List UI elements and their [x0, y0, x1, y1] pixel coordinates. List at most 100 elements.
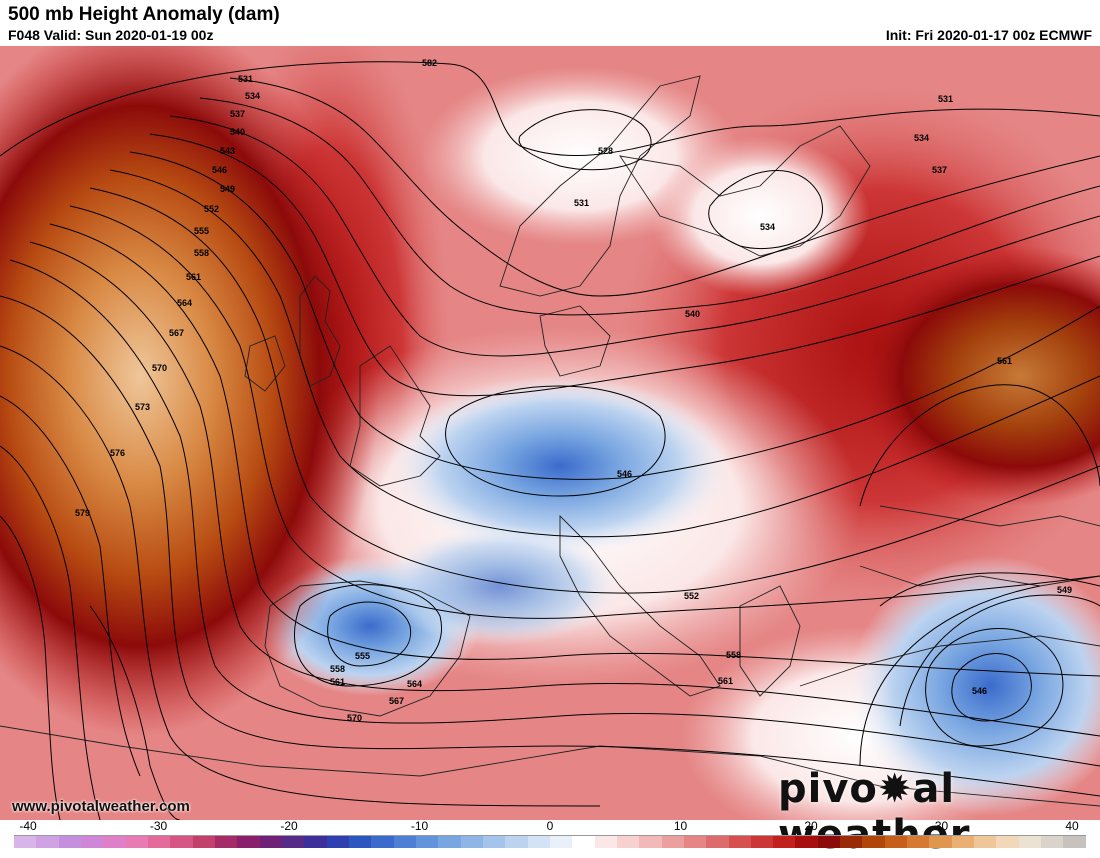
contour-label: 561 [997, 356, 1012, 366]
colorbar-swatch [862, 836, 885, 848]
contour-label: 564 [407, 679, 422, 689]
contour-label: 546 [212, 165, 227, 175]
colorbar-swatch [616, 836, 640, 848]
colorbar-swatch [639, 836, 662, 848]
colorbar-swatch [683, 836, 707, 848]
map-title: 500 mb Height Anomaly (dam) [8, 4, 280, 25]
colorbar-swatch [348, 836, 372, 848]
coastlines [0, 75, 1100, 807]
contour-label: 561 [718, 676, 733, 686]
contour-label: 546 [972, 686, 987, 696]
colorbar-swatch [884, 836, 908, 848]
colorbar-tick-label: 10 [673, 819, 688, 833]
contour-label: 537 [932, 165, 947, 175]
contour-label: 558 [330, 664, 345, 674]
colorbar-swatch [1018, 836, 1042, 848]
contour-label: 576 [110, 448, 125, 458]
contour-label: 543 [220, 146, 235, 156]
colorbar-swatch [1041, 836, 1064, 848]
contour-label: 567 [389, 696, 404, 706]
contour-label: 558 [194, 248, 209, 258]
colorbar-swatch [527, 836, 550, 848]
anomaly-low-turkey [850, 556, 1100, 816]
colorbar-swatch [706, 836, 729, 848]
anomaly-high-atlantic [0, 46, 380, 736]
contour-label: 534 [245, 91, 260, 101]
contour-label: 549 [220, 184, 235, 194]
valid-time: F048 Valid: Sun 2020-01-19 00z [8, 27, 214, 43]
map-canvas: 531 534 537 540 543 546 549 552 555 558 … [0, 46, 1100, 820]
contour-label: 531 [238, 74, 253, 84]
contour-label: 537 [230, 109, 245, 119]
colorbar-swatch [415, 836, 439, 848]
contour-label: 567 [169, 328, 184, 338]
colorbar-tick-label: 0 [546, 819, 554, 833]
colorbar [14, 835, 1086, 848]
colorbar-swatch [594, 836, 617, 848]
contour-label: 540 [230, 127, 245, 137]
colorbar-swatch [505, 836, 528, 848]
colorbar-swatch [750, 836, 774, 848]
colorbar-swatch [80, 836, 104, 848]
colorbar-swatch [371, 836, 394, 848]
contour-label: 573 [135, 402, 150, 412]
colorbar-tick-label: 30 [934, 819, 949, 833]
colorbar-swatch [482, 836, 506, 848]
colorbar-swatch [773, 836, 796, 848]
contour-label: 561 [330, 677, 345, 687]
contour-label: 531 [938, 94, 953, 104]
colorbar-swatch [259, 836, 282, 848]
colorbar-tick-label: 40 [1065, 819, 1079, 833]
contour-label: 528 [598, 146, 613, 156]
colorbar-swatch [36, 836, 59, 848]
contour-label: 552 [684, 591, 699, 601]
sun-gear-icon: ✹ [877, 766, 913, 812]
colorbar-swatch [58, 836, 81, 848]
anomaly-low-mediterranean [380, 526, 620, 646]
height-contours [0, 61, 1100, 820]
website-url: www.pivotalweather.com [12, 798, 190, 815]
colorbar-swatch [438, 836, 461, 848]
colorbar-swatch [728, 836, 751, 848]
colorbar-swatch [125, 836, 148, 848]
contour-label: 555 [194, 226, 209, 236]
colorbar-swatch [192, 836, 215, 848]
colorbar-swatch [996, 836, 1019, 848]
contour-label: 570 [347, 713, 362, 723]
anomaly-pale-finland [650, 136, 870, 296]
colorbar-tick-label: -30 [149, 819, 168, 833]
colorbar-swatch [393, 836, 416, 848]
init-time: Init: Fri 2020-01-17 00z ECMWF [885, 27, 1092, 43]
colorbar-swatch [460, 836, 483, 848]
colorbar-swatch [214, 836, 238, 848]
colorbar-swatch [14, 836, 37, 848]
contour-label: 555 [355, 651, 370, 661]
contour-label: 579 [75, 508, 90, 518]
colorbar-swatch [147, 836, 171, 848]
colorbar-tick-label: -10 [410, 819, 429, 833]
colorbar-swatch [281, 836, 305, 848]
contour-label: 552 [204, 204, 219, 214]
contour-label: 558 [726, 650, 741, 660]
colorbar-swatch [237, 836, 260, 848]
contour-label: 540 [685, 309, 700, 319]
colorbar-swatch [840, 836, 863, 848]
brand-text-left: pivo [778, 766, 878, 812]
anomaly-high-russia [850, 246, 1100, 506]
contour-label: 531 [574, 198, 589, 208]
colorbar-swatch [974, 836, 997, 848]
contour-label: 582 [422, 58, 437, 68]
colorbar-tick-label: -20 [280, 819, 298, 833]
colorbar-swatch [103, 836, 126, 848]
anomaly-map: 531 534 537 540 543 546 549 552 555 558 … [0, 46, 1100, 820]
colorbar-swatch [170, 836, 193, 848]
colorbar-tick-label: -40 [19, 819, 37, 833]
colorbar-labels: -40 -30 -20 -10 0 10 20 30 40 [0, 819, 1100, 835]
anomaly-low-central-europe [390, 376, 730, 556]
colorbar-swatch [304, 836, 327, 848]
contour-label: 534 [760, 222, 775, 232]
contour-labels: 531 534 537 540 543 546 549 552 555 558 … [75, 58, 1072, 723]
colorbar-swatch [929, 836, 952, 848]
contour-label: 561 [186, 272, 201, 282]
colorbar-swatch [549, 836, 573, 848]
